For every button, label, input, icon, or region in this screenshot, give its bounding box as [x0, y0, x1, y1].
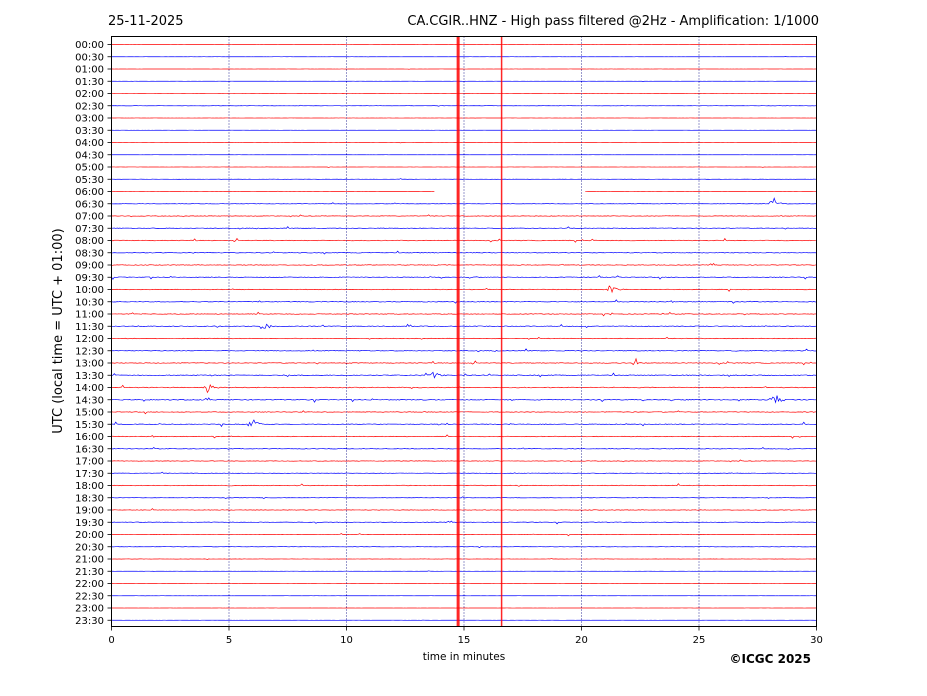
row-label-1830: 18:30 — [75, 493, 104, 504]
row-label-0330: 03:30 — [75, 126, 104, 137]
x-tick-label-5: 5 — [226, 635, 232, 646]
copyright-label: ©ICGC 2025 — [729, 652, 811, 666]
row-label-2100: 21:00 — [75, 555, 104, 566]
row-label-0430: 04:30 — [75, 150, 104, 161]
row-label-0800: 08:00 — [75, 236, 104, 247]
y-axis-label: UTC (local time = UTC + 01:00) — [51, 228, 66, 433]
row-label-1630: 16:30 — [75, 444, 104, 455]
trace-1800 — [111, 483, 817, 487]
gridlines-group — [228, 36, 700, 627]
row-label-0900: 09:00 — [75, 261, 104, 272]
row-label-1030: 10:30 — [75, 297, 104, 308]
traces-group — [111, 43, 817, 621]
row-label-1430: 14:30 — [75, 395, 104, 406]
trace-1600 — [111, 434, 817, 439]
row-label-0730: 07:30 — [75, 224, 104, 235]
trace-1030 — [111, 299, 817, 304]
row-label-2330: 23:30 — [75, 616, 104, 627]
trace-0700 — [111, 214, 817, 218]
row-label-0500: 05:00 — [75, 163, 104, 174]
row-label-1800: 18:00 — [75, 481, 104, 492]
row-label-0000: 00:00 — [75, 40, 104, 51]
x-tick-label-15: 15 — [458, 635, 471, 646]
trace-0800 — [111, 237, 817, 243]
trace-0500 — [111, 166, 817, 168]
trace-1330 — [111, 371, 817, 379]
trace-0530 — [111, 178, 817, 180]
trace-1700 — [111, 459, 817, 463]
trace-1630 — [111, 446, 817, 451]
row-label-1730: 17:30 — [75, 469, 104, 480]
trace-1730 — [111, 471, 817, 475]
row-label-2230: 22:30 — [75, 591, 104, 602]
x-tick-label-10: 10 — [340, 635, 353, 646]
row-label-1900: 19:00 — [75, 506, 104, 517]
x-ticks-group: 0 5 10 15 20 25 30 — [108, 626, 823, 646]
row-label-2300: 23:00 — [75, 604, 104, 615]
row-label-2000: 20:00 — [75, 530, 104, 541]
trace-1930 — [111, 520, 817, 525]
trace-1130 — [111, 323, 817, 330]
row-label-0230: 02:30 — [75, 101, 104, 112]
row-label-1300: 13:00 — [75, 359, 104, 370]
row-label-2130: 21:30 — [75, 567, 104, 578]
row-label-1100: 11:00 — [75, 310, 104, 321]
row-label-1400: 14:00 — [75, 383, 104, 394]
row-label-0630: 06:30 — [75, 199, 104, 210]
x-tick-label-20: 20 — [575, 635, 588, 646]
row-label-2200: 22:00 — [75, 579, 104, 590]
row-label-0300: 03:00 — [75, 114, 104, 125]
trace-1900 — [111, 508, 817, 511]
row-label-0100: 01:00 — [75, 65, 104, 76]
row-label-0030: 00:30 — [75, 52, 104, 63]
row-label-1530: 15:30 — [75, 420, 104, 431]
row-label-0530: 05:30 — [75, 175, 104, 186]
row-label-1330: 13:30 — [75, 371, 104, 382]
trace-0630 — [111, 197, 817, 205]
row-label-1700: 17:00 — [75, 457, 104, 468]
x-axis-label: time in minutes — [423, 651, 505, 663]
trace-1300 — [111, 357, 817, 366]
row-label-0930: 09:30 — [75, 273, 104, 284]
trace-1200 — [111, 336, 817, 340]
row-label-1930: 19:30 — [75, 518, 104, 529]
row-label-0400: 04:00 — [75, 138, 104, 149]
date-label: 25-11-2025 — [108, 14, 184, 29]
x-tick-label-30: 30 — [810, 635, 823, 646]
row-label-1230: 12:30 — [75, 346, 104, 357]
trace-1830 — [111, 496, 817, 500]
x-tick-label-0: 0 — [108, 635, 114, 646]
row-label-1130: 11:30 — [75, 322, 104, 333]
row-label-0700: 07:00 — [75, 212, 104, 223]
x-tick-label-25: 25 — [693, 635, 706, 646]
chart-title: CA.CGIR..HNZ - High pass filtered @2Hz -… — [407, 14, 819, 29]
row-label-1600: 16:00 — [75, 432, 104, 443]
trace-1230 — [111, 348, 817, 353]
row-label-0600: 06:00 — [75, 187, 104, 198]
row-label-1000: 10:00 — [75, 285, 104, 296]
row-label-1500: 15:00 — [75, 408, 104, 419]
plot-frame — [111, 36, 817, 627]
markers-group — [456, 36, 503, 627]
trace-1100 — [111, 311, 817, 317]
trace-0730 — [111, 226, 817, 230]
row-label-1200: 12:00 — [75, 334, 104, 345]
row-label-0130: 01:30 — [75, 77, 104, 88]
row-label-0830: 08:30 — [75, 248, 104, 259]
row-label-0200: 02:00 — [75, 89, 104, 100]
row-label-2030: 20:30 — [75, 542, 104, 553]
